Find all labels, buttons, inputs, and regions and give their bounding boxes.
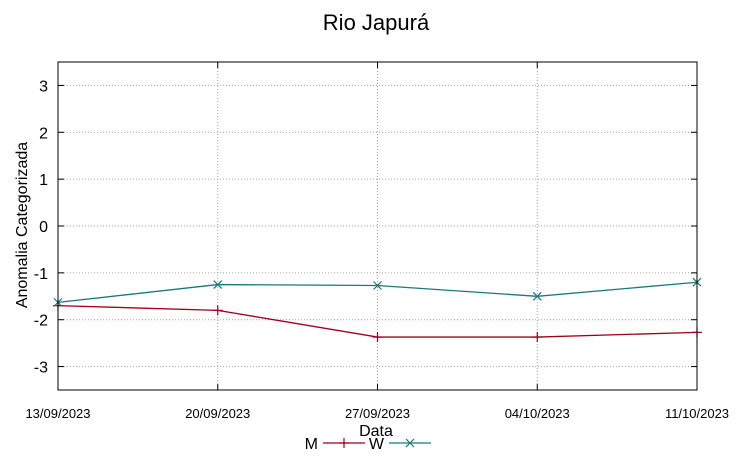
x-tick-label: 11/10/2023 — [665, 406, 729, 421]
y-tick-label: 3 — [39, 78, 48, 95]
legend-label: W — [369, 436, 385, 453]
data-point-M — [212, 305, 223, 316]
series-layer — [53, 277, 702, 343]
series-M — [53, 300, 702, 343]
data-point-W — [373, 281, 382, 290]
data-point-M — [532, 332, 543, 343]
data-point-W — [532, 291, 542, 301]
series-W — [53, 277, 702, 307]
y-tick-label: 1 — [39, 172, 48, 189]
x-tick-label: 27/09/2023 — [345, 406, 410, 421]
legend-marker — [405, 438, 415, 448]
y-tick-label: -1 — [34, 266, 48, 283]
y-tick-label: -3 — [34, 360, 48, 377]
y-tick-label: -2 — [34, 313, 48, 330]
x-axis-label: Data — [359, 423, 393, 440]
x-axis-ticks: 13/09/2023 20/09/2023 27/09/2023 04/10/2023… — [25, 62, 729, 421]
legend-label: M — [305, 436, 318, 453]
legend-marker — [339, 438, 349, 448]
y-tick-label: 2 — [39, 125, 48, 142]
x-tick-label: 13/09/2023 — [25, 406, 90, 421]
y-axis-label: Anomalia Categorizada — [14, 142, 31, 308]
data-point-W — [213, 280, 223, 289]
y-axis-ticks: -3 -2 -1 0 1 2 3 — [34, 78, 697, 377]
data-point-M — [372, 332, 383, 343]
x-tick-label: 20/09/2023 — [185, 406, 250, 421]
x-tick-label: 04/10/2023 — [505, 406, 570, 421]
chart-title: Rio Japurá — [323, 10, 430, 35]
plot-frame — [57, 61, 698, 391]
legend-item-M: M — [305, 436, 365, 453]
legend-item-W: W — [369, 436, 431, 453]
y-tick-label: 0 — [39, 219, 48, 236]
